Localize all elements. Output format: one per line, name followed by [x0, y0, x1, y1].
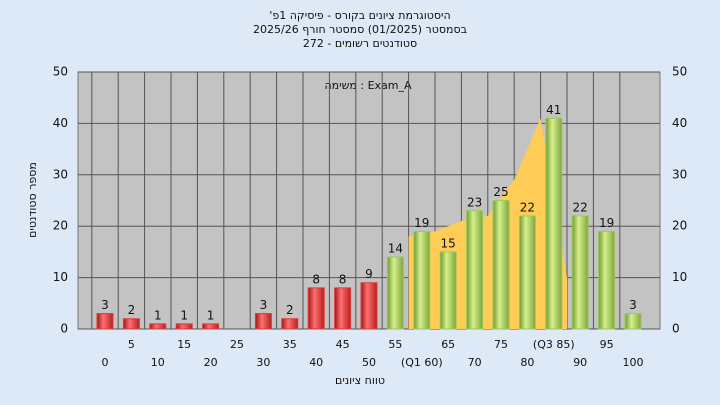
- value-label: 3: [260, 298, 268, 312]
- y2-tick-label: 10: [672, 270, 687, 284]
- x-tick-label: 75: [494, 338, 508, 351]
- bar: [466, 210, 484, 330]
- bar: [439, 251, 457, 330]
- bar: [281, 318, 299, 330]
- value-label: 2: [128, 303, 136, 317]
- value-label: 22: [573, 200, 588, 214]
- x-tick-label: 0: [102, 356, 109, 369]
- x-tick-label: 35: [283, 338, 297, 351]
- bar: [254, 313, 272, 330]
- bar: [386, 256, 404, 330]
- bar: [545, 117, 563, 330]
- bar: [175, 323, 193, 330]
- value-label: 19: [599, 216, 614, 230]
- chart-title: 'היסטוגרמת ציונים בקורס - פיסיקה 1פ: [269, 9, 450, 22]
- value-label: 3: [101, 298, 109, 312]
- y2-tick-label: 50: [672, 65, 687, 79]
- x-tick-label: 80: [520, 356, 534, 369]
- bar: [360, 282, 378, 330]
- y-tick-label: 40: [53, 116, 68, 130]
- x-tick-label: 15: [177, 338, 191, 351]
- y-tick-label: 30: [53, 167, 68, 181]
- y2-tick-label: 0: [672, 322, 680, 336]
- bar: [598, 230, 616, 330]
- y-tick-label: 10: [53, 270, 68, 284]
- bar: [492, 200, 510, 330]
- x-tick-label: 65: [441, 338, 455, 351]
- bar: [149, 323, 167, 330]
- y-tick-label: 50: [53, 65, 68, 79]
- value-label: 8: [339, 272, 347, 286]
- x-tick-label: (Q3 85): [533, 338, 575, 351]
- value-label: 22: [520, 200, 535, 214]
- bar: [413, 230, 431, 330]
- value-label: 3: [629, 298, 637, 312]
- value-label: 8: [312, 272, 320, 286]
- bar: [571, 215, 589, 330]
- chart-subtitle: סטודנטים רשומים - 272: [303, 37, 417, 50]
- x-tick-label: 90: [573, 356, 587, 369]
- value-label: 25: [493, 185, 508, 199]
- value-label: 2: [286, 303, 294, 317]
- y2-tick-label: 30: [672, 167, 687, 181]
- value-label: 1: [154, 308, 162, 322]
- x-tick-label: 40: [309, 356, 323, 369]
- x-tick-label: 95: [600, 338, 614, 351]
- x-tick-label: 20: [204, 356, 218, 369]
- value-label: 14: [388, 242, 403, 256]
- x-tick-label: 10: [151, 356, 165, 369]
- x-tick-label: 25: [230, 338, 244, 351]
- chart-subtitle: בסמסטר (01/2025) סמסטר חורף 2025/26: [253, 23, 467, 36]
- y-tick-label: 20: [53, 219, 68, 233]
- value-label: 1: [207, 308, 215, 322]
- value-label: 15: [441, 236, 456, 250]
- value-label: 1: [180, 308, 188, 322]
- value-label: 9: [365, 267, 373, 281]
- bar: [518, 215, 536, 330]
- x-tick-label: 70: [468, 356, 482, 369]
- y2-tick-label: 40: [672, 116, 687, 130]
- x-tick-label: 55: [388, 338, 402, 351]
- value-label: 19: [414, 216, 429, 230]
- bar: [202, 323, 220, 330]
- x-tick-label: 100: [623, 356, 644, 369]
- y2-tick-label: 20: [672, 219, 687, 233]
- x-axis-title: טווח ציונים: [335, 374, 385, 387]
- value-label: 41: [546, 103, 561, 117]
- x-tick-label: 5: [128, 338, 135, 351]
- bar: [96, 313, 114, 330]
- x-tick-label: 30: [256, 356, 270, 369]
- bar: [334, 287, 352, 330]
- y-axis-title: מספר סטודנטים: [26, 162, 39, 238]
- bar: [624, 313, 642, 330]
- annotation: משימה : Exam_A: [324, 79, 412, 92]
- x-tick-label: (Q1 60): [401, 356, 443, 369]
- y-tick-label: 0: [60, 322, 68, 336]
- bar: [122, 318, 140, 330]
- x-tick-label: 45: [336, 338, 350, 351]
- bar: [307, 287, 325, 330]
- value-label: 23: [467, 195, 482, 209]
- x-tick-label: 50: [362, 356, 376, 369]
